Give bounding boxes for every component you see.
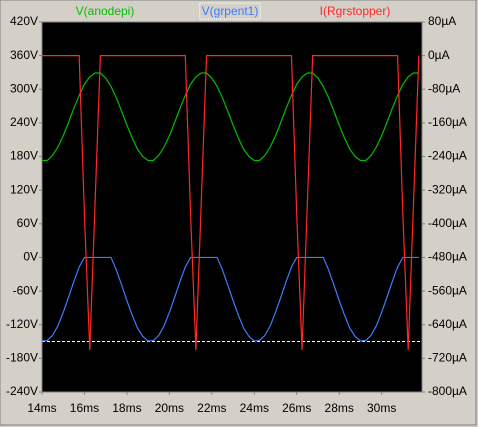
y2-tick-label: -560µA [428,283,467,297]
legend-label: I(Rgrstopper) [320,4,391,18]
x-tick-label: 16ms [70,401,99,415]
y2-tick-label: -240µA [428,149,467,163]
y-tick-label: 60V [17,216,38,230]
y-tick-label: 0V [23,250,38,264]
y-tick-label: 300V [10,81,38,95]
x-tick-label: 28ms [325,401,354,415]
y-tick-label: 240V [10,115,38,129]
x-tick-label: 26ms [282,401,311,415]
y2-tick-label: -720µA [428,351,467,365]
y2-tick-label: -640µA [428,317,467,331]
x-tick-label: 18ms [112,401,141,415]
y-tick-label: 420V [10,14,38,28]
y-tick-label: -180V [6,351,38,365]
plot-area [41,21,423,393]
series-line [42,72,419,162]
y2-tick-label: 80µA [428,14,456,28]
y2-tick-label: -80µA [428,81,460,95]
y-tick-label: 360V [10,48,38,62]
y-tick-label: -240V [6,384,38,398]
x-tick-label: 22ms [197,401,226,415]
legend-selection [199,2,261,20]
y2-tick-label: -400µA [428,216,467,230]
y-tick-label: 180V [10,149,38,163]
series-line [41,256,419,342]
y-tick-label: -60V [13,283,38,297]
y2-tick-label: -320µA [428,182,467,196]
y2-tick-label: -480µA [428,250,467,264]
series-line [42,55,420,350]
y2-tick-label: 0µA [428,48,450,62]
y-tick-label: 120V [10,182,38,196]
y2-tick-label: -800µA [428,384,467,398]
x-tick-label: 14ms [27,401,56,415]
x-tick-label: 30ms [367,401,396,415]
x-tick-label: 20ms [155,401,184,415]
legend-label: V(anodepi) [76,4,135,18]
y2-tick-label: -160µA [428,115,467,129]
legend-label: V(grpent1) [202,4,259,18]
x-tick-label: 24ms [240,401,269,415]
y-tick-label: -120V [6,317,38,331]
